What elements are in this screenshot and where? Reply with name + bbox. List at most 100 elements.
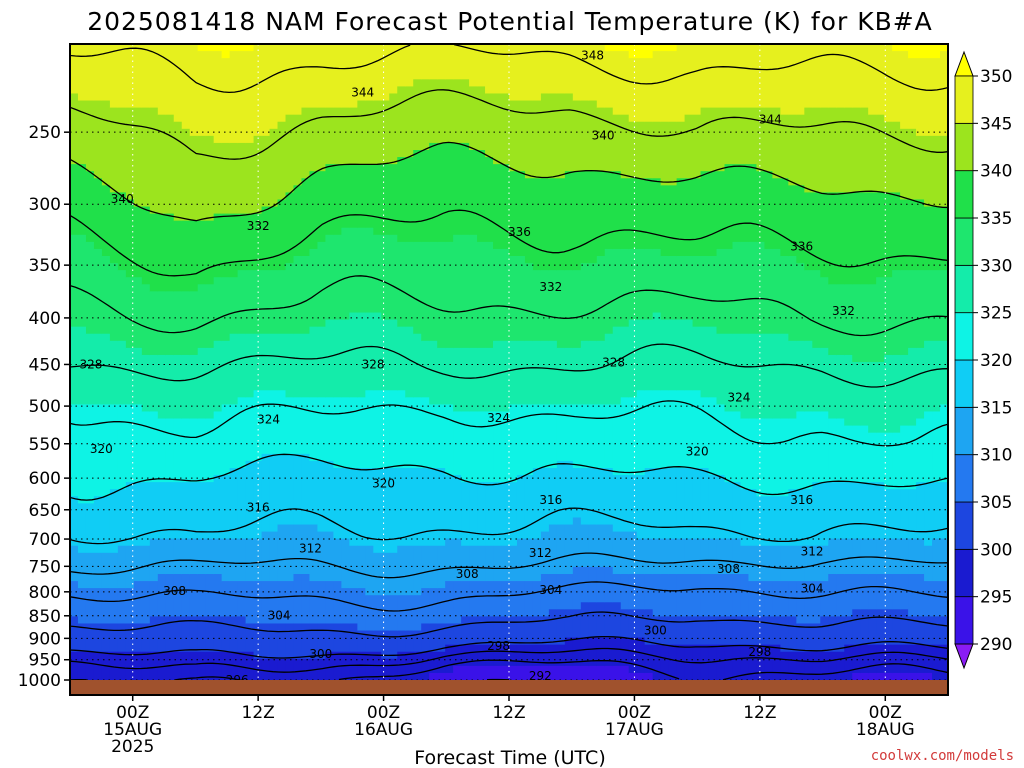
theta-fill-cell [724, 411, 734, 483]
theta-fill-cell [804, 489, 813, 547]
theta-fill-cell [421, 44, 430, 80]
theta-fill-cell [253, 460, 263, 540]
theta-fill-cell [405, 157, 414, 243]
theta-fill-cell [77, 404, 87, 504]
theta-fill-cell [509, 171, 518, 257]
theta-fill-cell [796, 651, 805, 680]
theta-fill-cell [309, 524, 319, 582]
theta-fill-cell [812, 581, 821, 625]
theta-fill-cell [564, 44, 574, 95]
theta-fill-cell [205, 284, 215, 349]
theta-fill-cell [285, 623, 295, 660]
theta-fill-cell [868, 574, 877, 610]
theta-fill-cell [756, 44, 766, 109]
theta-fill-cell [868, 44, 877, 116]
theta-fill-cell [524, 475, 534, 540]
theta-fill-cell [453, 665, 462, 680]
y-tick-label: 550 [29, 435, 61, 455]
theta-fill-cell [333, 234, 342, 321]
theta-fill-cell [269, 333, 279, 391]
theta-fill-cell [716, 538, 726, 575]
theta-fill-cell [117, 340, 127, 405]
theta-fill-cell [205, 220, 215, 285]
contour-label: 332 [247, 219, 270, 233]
theta-fill-cell [612, 171, 622, 250]
theta-fill-cell [668, 616, 678, 646]
theta-fill-cell [596, 340, 606, 405]
theta-fill-cell [660, 574, 670, 617]
theta-fill-cell [788, 581, 797, 617]
theta-fill-cell [493, 44, 502, 95]
theta-fill-cell [796, 489, 805, 547]
theta-fill-cell [301, 397, 311, 455]
theta-fill-cell [109, 552, 119, 589]
theta-fill-cell [716, 475, 726, 540]
theta-fill-cell [652, 248, 662, 314]
theta-fill-cell [692, 538, 702, 575]
theta-fill-cell [628, 58, 638, 123]
theta-fill-cell [397, 326, 406, 391]
theta-fill-cell [660, 468, 670, 540]
theta-fill-cell [852, 362, 861, 427]
y-tick-label: 350 [29, 256, 61, 276]
theta-fill-cell [772, 616, 781, 646]
theta-fill-cell [221, 44, 231, 59]
theta-fill-cell [900, 354, 909, 427]
theta-fill-cell [397, 630, 406, 653]
theta-fill-cell [197, 44, 207, 52]
theta-fill-cell [157, 651, 167, 680]
theta-fill-cell [724, 482, 734, 540]
theta-fill-cell [429, 545, 438, 589]
theta-fill-cell [916, 44, 925, 59]
theta-fill-cell [868, 432, 877, 483]
theta-fill-cell [692, 574, 702, 617]
theta-fill-cell [381, 164, 390, 236]
theta-fill-cell [325, 581, 334, 625]
theta-fill-cell [173, 482, 183, 540]
theta-fill-cell [548, 644, 558, 667]
theta-fill-cell [437, 142, 446, 243]
theta-fill-cell [748, 44, 758, 109]
theta-fill-cell [149, 213, 159, 292]
theta-fill-cell [788, 44, 797, 116]
theta-fill-cell [836, 616, 845, 653]
theta-fill-cell [684, 574, 694, 617]
theta-fill-cell [261, 453, 271, 533]
theta-fill-cell [365, 468, 374, 547]
theta-fill-cell [189, 538, 199, 575]
theta-fill-cell [70, 651, 79, 680]
theta-fill-cell [173, 121, 183, 222]
theta-fill-cell [93, 588, 103, 625]
theta-fill-cell [780, 496, 789, 547]
theta-fill-cell [748, 489, 758, 547]
theta-fill-cell [405, 545, 414, 596]
theta-fill-cell [516, 665, 526, 680]
theta-fill-cell [820, 581, 829, 617]
theta-fill-cell [205, 538, 215, 575]
theta-fill-cell [309, 397, 319, 462]
theta-fill-cell [70, 164, 79, 236]
theta-fill-cell [620, 178, 630, 250]
theta-fill-cell [453, 347, 462, 413]
theta-fill-cell [532, 44, 542, 102]
theta-fill-cell [389, 164, 398, 236]
theta-fill-cell [293, 658, 303, 680]
theta-fill-cell [860, 672, 869, 680]
theta-fill-cell [820, 192, 829, 278]
theta-fill-cell [133, 107, 143, 208]
theta-fill-cell [676, 319, 686, 391]
theta-fill-cell [181, 418, 191, 483]
theta-fill-cell [620, 574, 630, 610]
theta-fill-cell [676, 644, 686, 680]
theta-fill-cell [620, 114, 630, 179]
theta-fill-cell [676, 121, 686, 179]
contour-label: 340 [111, 192, 134, 206]
theta-fill-cell [477, 545, 486, 582]
theta-fill-cell [205, 616, 215, 653]
theta-fill-cell [764, 248, 773, 335]
theta-fill-cell [493, 248, 502, 342]
theta-fill-cell [924, 644, 933, 674]
theta-fill-cell [716, 574, 726, 617]
theta-fill-cell [133, 581, 143, 625]
theta-fill-cell [668, 644, 678, 680]
